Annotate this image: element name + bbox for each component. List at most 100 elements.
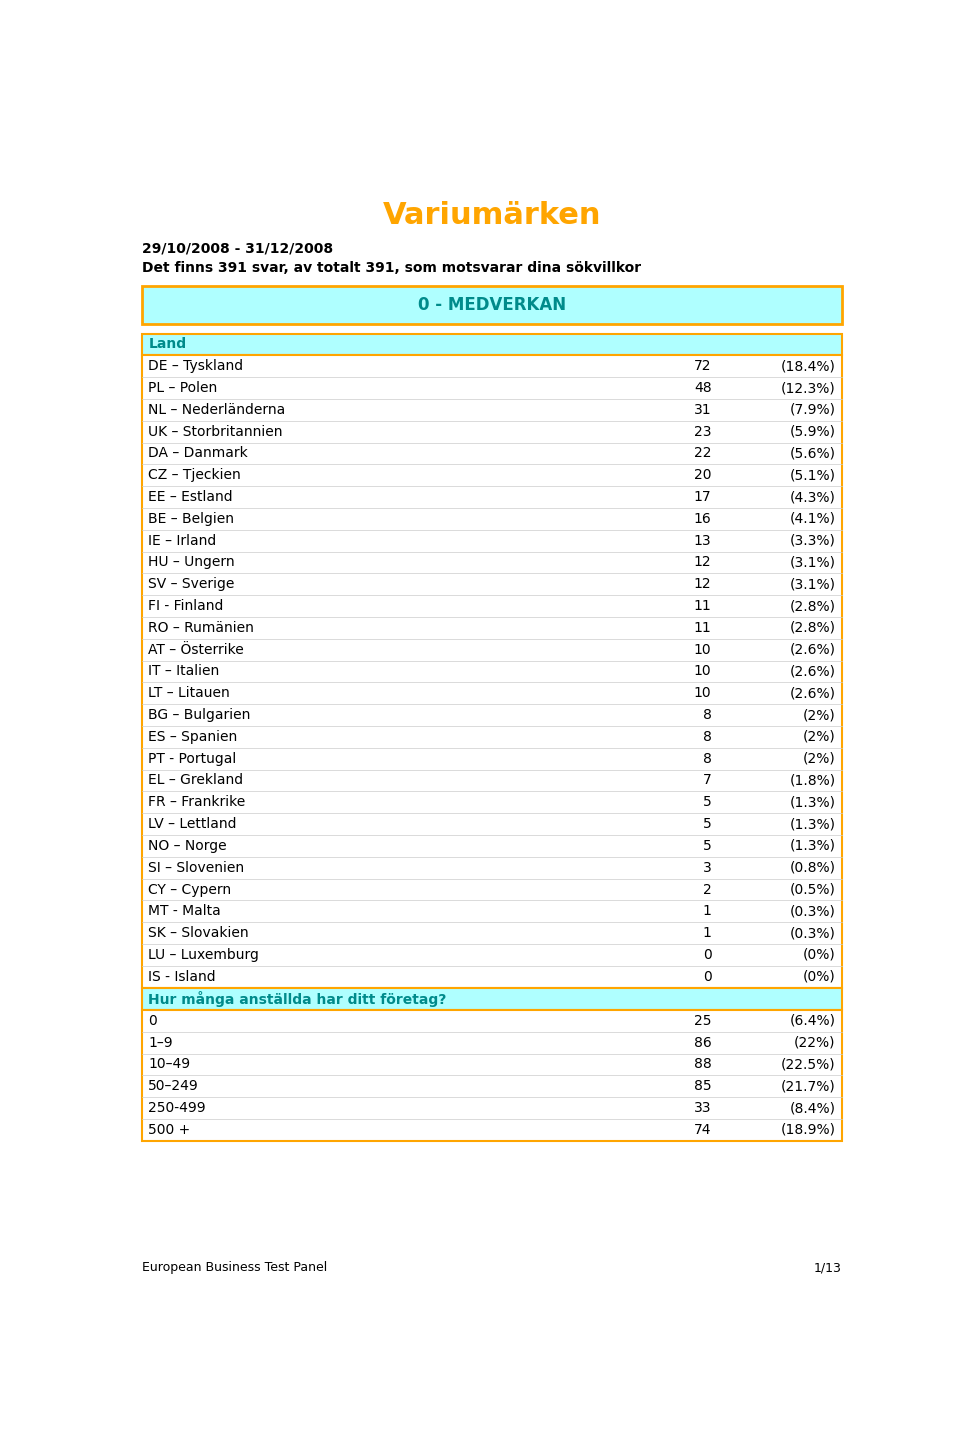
- Text: CY – Cypern: CY – Cypern: [148, 883, 231, 896]
- Text: 250-499: 250-499: [148, 1101, 205, 1115]
- Text: IT – Italien: IT – Italien: [148, 665, 220, 678]
- Text: 11: 11: [694, 600, 711, 613]
- FancyBboxPatch shape: [142, 286, 842, 324]
- Text: 85: 85: [694, 1079, 711, 1093]
- Text: (4.3%): (4.3%): [790, 491, 836, 504]
- Text: 10: 10: [694, 687, 711, 700]
- Text: 23: 23: [694, 424, 711, 439]
- Text: (0.3%): (0.3%): [790, 905, 836, 918]
- Text: 22: 22: [694, 446, 711, 460]
- Text: 1: 1: [703, 926, 711, 939]
- Text: (22.5%): (22.5%): [781, 1057, 836, 1072]
- Text: 88: 88: [694, 1057, 711, 1072]
- Text: Det finns 391 svar, av totalt 391, som motsvarar dina sökvillkor: Det finns 391 svar, av totalt 391, som m…: [142, 261, 641, 276]
- Text: HU – Ungern: HU – Ungern: [148, 556, 235, 569]
- Text: (1.3%): (1.3%): [790, 796, 836, 809]
- Text: 7: 7: [703, 774, 711, 787]
- Text: 11: 11: [694, 621, 711, 635]
- Text: (2%): (2%): [803, 709, 836, 722]
- Text: 72: 72: [694, 359, 711, 373]
- Text: 16: 16: [694, 513, 711, 526]
- Text: 10–49: 10–49: [148, 1057, 190, 1072]
- Text: (2.6%): (2.6%): [790, 687, 836, 700]
- Text: DA – Danmark: DA – Danmark: [148, 446, 248, 460]
- Text: (6.4%): (6.4%): [790, 1013, 836, 1028]
- Text: NO – Norge: NO – Norge: [148, 839, 227, 852]
- Text: (12.3%): (12.3%): [781, 380, 836, 395]
- Text: (5.1%): (5.1%): [790, 469, 836, 482]
- Text: (18.9%): (18.9%): [780, 1122, 836, 1137]
- Text: (2%): (2%): [803, 730, 836, 743]
- Text: 1–9: 1–9: [148, 1035, 173, 1050]
- Text: SI – Slovenien: SI – Slovenien: [148, 861, 245, 874]
- Text: BG – Bulgarien: BG – Bulgarien: [148, 709, 251, 722]
- Text: SK – Slovakien: SK – Slovakien: [148, 926, 249, 939]
- Text: PT - Portugal: PT - Portugal: [148, 752, 236, 765]
- Text: (0.3%): (0.3%): [790, 926, 836, 939]
- Text: (2.6%): (2.6%): [790, 665, 836, 678]
- Text: 5: 5: [703, 817, 711, 831]
- Text: (2%): (2%): [803, 752, 836, 765]
- Text: 48: 48: [694, 380, 711, 395]
- Text: 29/10/2008 - 31/12/2008: 29/10/2008 - 31/12/2008: [142, 241, 333, 256]
- Text: RO – Rumänien: RO – Rumänien: [148, 621, 254, 635]
- Text: (21.7%): (21.7%): [781, 1079, 836, 1093]
- Text: 0: 0: [148, 1013, 157, 1028]
- Text: MT - Malta: MT - Malta: [148, 905, 221, 918]
- Text: 8: 8: [703, 730, 711, 743]
- Text: IS - Island: IS - Island: [148, 970, 216, 983]
- Text: 8: 8: [703, 709, 711, 722]
- Text: FI - Finland: FI - Finland: [148, 600, 224, 613]
- Text: 5: 5: [703, 796, 711, 809]
- Text: (7.9%): (7.9%): [790, 402, 836, 417]
- Text: (3.1%): (3.1%): [790, 578, 836, 591]
- Text: 86: 86: [694, 1035, 711, 1050]
- Text: EL – Grekland: EL – Grekland: [148, 774, 244, 787]
- Text: (5.6%): (5.6%): [790, 446, 836, 460]
- Text: FR – Frankrike: FR – Frankrike: [148, 796, 246, 809]
- Text: 17: 17: [694, 491, 711, 504]
- Text: AT – Österrike: AT – Österrike: [148, 643, 244, 656]
- Text: (0.8%): (0.8%): [790, 861, 836, 874]
- Text: 13: 13: [694, 534, 711, 547]
- Text: Land: Land: [148, 337, 186, 351]
- Text: 20: 20: [694, 469, 711, 482]
- Text: 12: 12: [694, 556, 711, 569]
- Text: NL – Nederländerna: NL – Nederländerna: [148, 402, 285, 417]
- Text: (3.1%): (3.1%): [790, 556, 836, 569]
- Text: SV – Sverige: SV – Sverige: [148, 578, 234, 591]
- Text: (18.4%): (18.4%): [780, 359, 836, 373]
- Text: LU – Luxemburg: LU – Luxemburg: [148, 948, 259, 961]
- Text: (1.3%): (1.3%): [790, 839, 836, 852]
- Text: 0: 0: [703, 970, 711, 983]
- Text: European Business Test Panel: European Business Test Panel: [142, 1262, 327, 1275]
- Text: 3: 3: [703, 861, 711, 874]
- Text: ES – Spanien: ES – Spanien: [148, 730, 237, 743]
- Text: (0%): (0%): [803, 948, 836, 961]
- Text: (0%): (0%): [803, 970, 836, 983]
- Text: 2: 2: [703, 883, 711, 896]
- FancyBboxPatch shape: [142, 334, 842, 356]
- Text: (4.1%): (4.1%): [790, 513, 836, 526]
- Text: LV – Lettland: LV – Lettland: [148, 817, 237, 831]
- Text: 12: 12: [694, 578, 711, 591]
- Text: DE – Tyskland: DE – Tyskland: [148, 359, 244, 373]
- Text: 33: 33: [694, 1101, 711, 1115]
- Text: BE – Belgien: BE – Belgien: [148, 513, 234, 526]
- Text: 50–249: 50–249: [148, 1079, 199, 1093]
- Text: 500 +: 500 +: [148, 1122, 190, 1137]
- Text: 74: 74: [694, 1122, 711, 1137]
- Text: 5: 5: [703, 839, 711, 852]
- Text: (2.6%): (2.6%): [790, 643, 836, 656]
- Text: (22%): (22%): [794, 1035, 836, 1050]
- FancyBboxPatch shape: [142, 356, 842, 987]
- Text: PL – Polen: PL – Polen: [148, 380, 218, 395]
- Text: 1: 1: [703, 905, 711, 918]
- Text: 10: 10: [694, 665, 711, 678]
- Text: (2.8%): (2.8%): [790, 621, 836, 635]
- FancyBboxPatch shape: [142, 1011, 842, 1141]
- Text: (1.3%): (1.3%): [790, 817, 836, 831]
- Text: EE – Estland: EE – Estland: [148, 491, 233, 504]
- Text: 0 - MEDVERKAN: 0 - MEDVERKAN: [418, 296, 566, 314]
- Text: Variumärken: Variumärken: [383, 200, 601, 229]
